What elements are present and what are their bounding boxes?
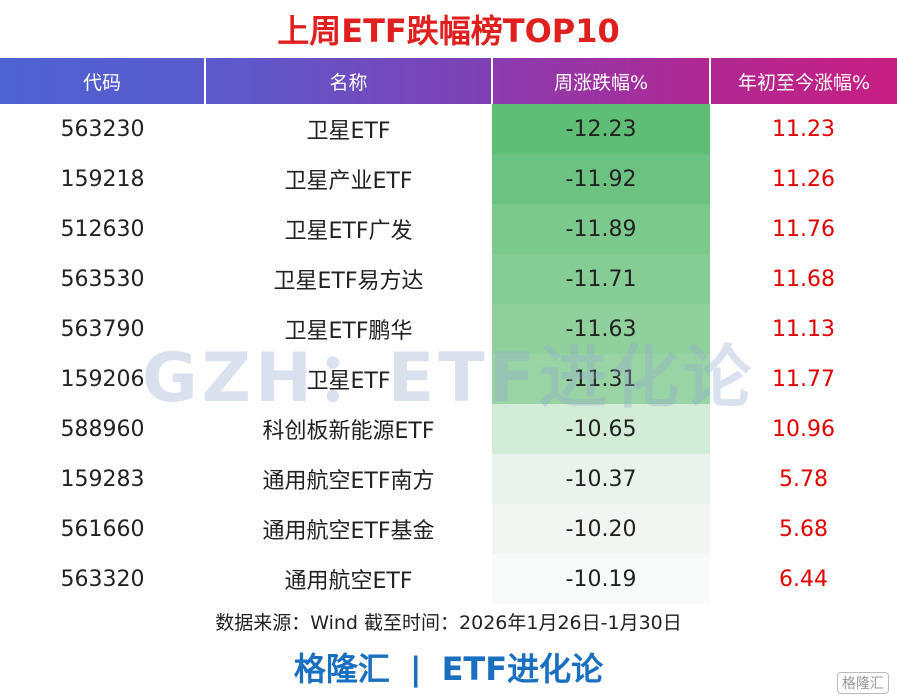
ytd-change: 11.26 bbox=[772, 166, 835, 192]
fund-name: 通用航空ETF bbox=[284, 569, 413, 594]
ytd-change: 11.76 bbox=[772, 216, 835, 242]
table-row: 563320 通用航空ETF -10.19 6.44 bbox=[0, 554, 897, 604]
code: 563530 bbox=[60, 266, 145, 292]
weekly-change: -10.19 bbox=[492, 554, 710, 604]
table-row: 563230 卫星ETF -12.23 11.23 bbox=[0, 104, 897, 154]
table-row: 159218 卫星产业ETF -11.92 11.26 bbox=[0, 154, 897, 204]
fund-name: 卫星产业ETF bbox=[284, 169, 413, 194]
ytd-change: 10.96 bbox=[772, 416, 835, 442]
fund-name: 卫星ETF广发 bbox=[284, 219, 413, 244]
code: 512630 bbox=[60, 216, 145, 242]
fund-name: 通用航空ETF基金 bbox=[262, 519, 435, 544]
fund-name: 卫星ETF bbox=[306, 119, 391, 144]
etf-table: 代码 名称 周涨跌幅% 年初至今涨幅% 563230 卫星ETF -12.23 11.23 1… bbox=[0, 58, 897, 604]
code: 159218 bbox=[60, 166, 145, 192]
weekly-change: -10.65 bbox=[492, 404, 710, 454]
code: 563320 bbox=[60, 566, 145, 592]
fund-name: 卫星ETF bbox=[306, 369, 391, 394]
column-header: 代码 bbox=[0, 58, 205, 104]
account: ETF进化论 bbox=[441, 650, 604, 688]
footer: 格隆汇 | ETF进化论 bbox=[0, 644, 897, 690]
fund-name: 卫星ETF易方达 bbox=[273, 269, 424, 294]
table-row: 512630 卫星ETF广发 -11.89 11.76 bbox=[0, 204, 897, 254]
ytd-change: 11.23 bbox=[772, 116, 835, 142]
weekly-change: -11.63 bbox=[492, 304, 710, 354]
weekly-change: -11.31 bbox=[492, 354, 710, 404]
weekly-change: -11.92 bbox=[492, 154, 710, 204]
code: 159283 bbox=[60, 466, 145, 492]
code: 159206 bbox=[60, 366, 145, 392]
code: 588960 bbox=[60, 416, 145, 442]
ytd-change: 11.77 bbox=[772, 366, 835, 392]
brand: 格隆汇 bbox=[293, 650, 390, 688]
table-row: 561660 通用航空ETF基金 -10.20 5.68 bbox=[0, 504, 897, 554]
weekly-change: -11.71 bbox=[492, 254, 710, 304]
header-row: 代码 名称 周涨跌幅% 年初至今涨幅% bbox=[0, 58, 897, 104]
code: 563230 bbox=[60, 116, 145, 142]
column-header: 周涨跌幅% bbox=[491, 58, 710, 104]
ytd-change: 5.68 bbox=[779, 516, 828, 542]
ytd-change: 11.68 bbox=[772, 266, 835, 292]
fund-name: 科创板新能源ETF bbox=[262, 419, 435, 444]
table-row: 563530 卫星ETF易方达 -11.71 11.68 bbox=[0, 254, 897, 304]
separator: | bbox=[409, 650, 422, 688]
column-header: 年初至今涨幅% bbox=[709, 58, 897, 104]
table-row: 563790 卫星ETF鹏华 -11.63 11.13 bbox=[0, 304, 897, 354]
table-row: 159206 卫星ETF -11.31 11.77 bbox=[0, 354, 897, 404]
weekly-change: -10.20 bbox=[492, 504, 710, 554]
ytd-change: 6.44 bbox=[779, 566, 828, 592]
source-note: 数据来源：Wind 截至时间：2026年1月26日-1月30日 bbox=[215, 612, 682, 634]
table-row: 588960 科创板新能源ETF -10.65 10.96 bbox=[0, 404, 897, 454]
code: 563790 bbox=[60, 316, 145, 342]
ytd-change: 11.13 bbox=[772, 316, 835, 342]
logo: 格隆汇 bbox=[837, 672, 889, 694]
weekly-change: -11.89 bbox=[492, 204, 710, 254]
table-body: 563230 卫星ETF -12.23 11.23 159218 卫星产业ETF -11.9… bbox=[0, 104, 897, 604]
table-row: 159283 通用航空ETF南方 -10.37 5.78 bbox=[0, 454, 897, 504]
ytd-change: 5.78 bbox=[779, 466, 828, 492]
fund-name: 卫星ETF鹏华 bbox=[284, 319, 413, 344]
column-header: 名称 bbox=[204, 58, 492, 104]
weekly-change: -10.37 bbox=[492, 454, 710, 504]
code: 561660 bbox=[60, 516, 145, 542]
weekly-change: -12.23 bbox=[492, 104, 710, 154]
title: 上周ETF跌幅榜TOP10 bbox=[277, 12, 620, 50]
fund-name: 通用航空ETF南方 bbox=[262, 469, 435, 494]
